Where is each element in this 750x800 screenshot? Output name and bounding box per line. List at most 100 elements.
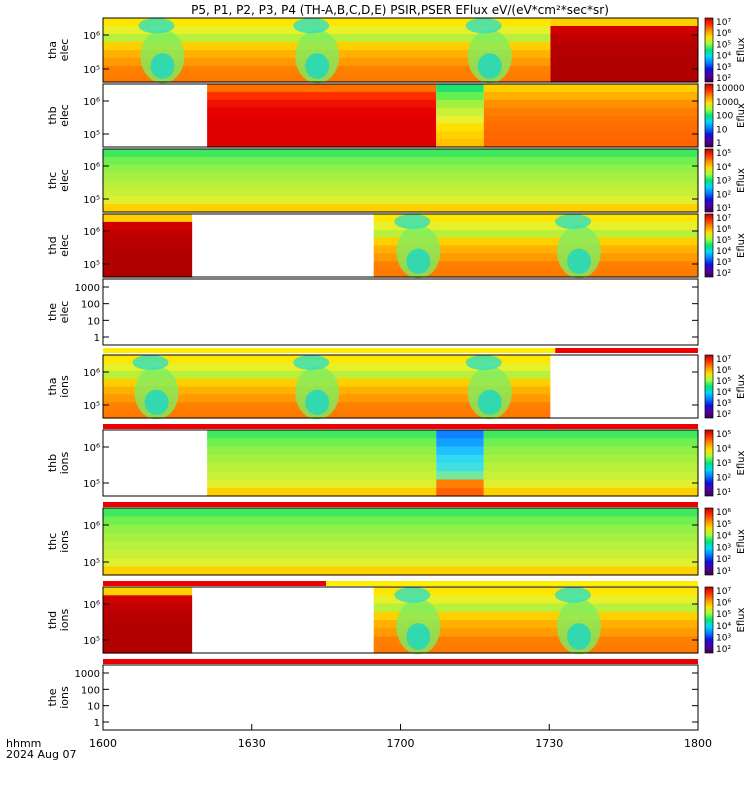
colorbar-tick-label: 10⁷: [716, 355, 731, 365]
colorbar-tick-label: 10²: [716, 555, 731, 565]
colorbar-tick-label: 10⁴: [716, 445, 731, 455]
segment-dip: [373, 587, 699, 655]
y-axis-label: thbions: [46, 451, 71, 474]
colorbar-tick-label: 10⁶: [716, 366, 731, 376]
y-axis-label: thdelec: [46, 234, 71, 257]
colorbar-tick-label: 10²: [716, 645, 731, 655]
segment-nodata: [550, 355, 698, 418]
panel-frame: [102, 664, 699, 731]
status-bar-segment: [103, 659, 698, 664]
y-tick-label: 10: [87, 702, 100, 713]
status-bar-segment: [103, 348, 556, 353]
y-tick-label: 10⁶: [83, 97, 100, 108]
y-axis-label: thcelec: [46, 169, 71, 192]
y-tick-label: 10: [87, 316, 100, 327]
colorbar-tick-label: 10⁷: [716, 214, 731, 224]
panel-frame: [102, 429, 699, 497]
colorbar-tick-label: 1000: [716, 98, 739, 108]
panel-frame: [102, 586, 699, 654]
x-tick-label: 1600: [89, 737, 117, 750]
colorbar-label: Eflux: [736, 374, 747, 399]
panel-frame: [102, 354, 699, 419]
segment-green: [207, 430, 437, 497]
segment-nodata: [192, 214, 374, 277]
colorbar-tick-label: 10²: [716, 269, 731, 279]
panel-thc-elec: 10⁵ 10⁶ thcelec 10¹ 10² 10³ 10⁴ 10⁵ Eflux: [46, 148, 747, 214]
figure-title: P5, P1, P2, P3, P4 (TH-A,B,C,D,E) PSIR,P…: [191, 3, 609, 17]
colorbar-tick-label: 10⁵: [716, 610, 731, 620]
y-tick-label: 100: [81, 300, 100, 311]
y-tick-label: 10⁶: [83, 162, 100, 173]
panel-the-elec: 1 10 100 1000 theelec: [46, 278, 699, 346]
colorbar-tick-label: 10⁴: [716, 388, 731, 398]
colorbar-label: Eflux: [736, 103, 747, 128]
segment-saturated: [103, 587, 193, 654]
status-bar: [103, 424, 698, 429]
colorbar-tick-label: 10²: [716, 190, 731, 200]
y-tick-label: 10⁵: [83, 479, 100, 490]
status-bar-segment: [103, 424, 698, 429]
segment-dip: [103, 355, 551, 420]
colorbar-thb-elec: 1 10 100 1000 10000 Eflux: [704, 83, 747, 149]
colorbar-tick-label: 10³: [716, 177, 731, 187]
segment-dip: [103, 18, 551, 84]
colorbar-label: Eflux: [736, 37, 747, 62]
y-tick-label: 10⁶: [83, 227, 100, 238]
colorbar-tick-label: 10²: [716, 410, 731, 420]
status-bar-segment: [555, 348, 698, 353]
colorbar-label: Eflux: [736, 450, 747, 475]
segment-saturated: [103, 214, 193, 278]
y-axis-label: thaions: [46, 375, 71, 398]
colorbar-tick-label: 10⁵: [716, 236, 731, 246]
panel-frame: [102, 278, 699, 346]
status-bar: [103, 659, 698, 664]
y-axis-label: theelec: [46, 301, 71, 324]
colorbar-tick-label: 10⁴: [716, 247, 731, 257]
segment-dip: [373, 214, 699, 279]
segment-nodata: [103, 84, 208, 147]
status-bar-segment: [103, 502, 698, 507]
segment-nodata: [103, 430, 208, 496]
colorbar-tick-label: 10⁵: [716, 430, 731, 440]
y-tick-label: 10⁶: [83, 31, 100, 42]
panel-thb-ions: 10⁵ 10⁶ thbions 10¹ 10² 10³ 10⁴ 10⁵ Eflux: [46, 429, 747, 498]
colorbar-tick-label: 1: [716, 139, 722, 149]
colorbar-tick-label: 10⁶: [716, 599, 731, 609]
y-tick-label: 1: [94, 718, 100, 729]
panel-frame: [102, 213, 699, 278]
colorbar-tick-label: 100: [716, 112, 733, 122]
y-axis-label: thdions: [46, 608, 71, 631]
colorbar-tick-label: 10³: [716, 543, 731, 553]
segment-green: [103, 149, 698, 213]
colorbar-tick-label: 10⁶: [716, 508, 731, 518]
panel-stack: 10⁵10⁶thaelec10²10³10⁴10⁵10⁶10⁷Eflux10⁵1…: [46, 17, 747, 731]
y-tick-label: 10⁶: [83, 521, 100, 532]
y-tick-label: 10⁶: [83, 443, 100, 454]
y-tick-label: 10⁵: [83, 260, 100, 271]
y-tick-label: 10⁶: [83, 600, 100, 611]
y-axis-label: thcions: [46, 530, 71, 553]
colorbar-label: Eflux: [736, 233, 747, 258]
colorbar-tick-label: 10³: [716, 258, 731, 268]
y-axis-label: thaelec: [46, 39, 71, 62]
y-tick-label: 10⁵: [83, 401, 100, 412]
colorbar-label: Eflux: [736, 168, 747, 193]
colorbar-tick-label: 10³: [716, 459, 731, 469]
y-tick-label: 10⁶: [83, 368, 100, 379]
segment-saturated: [550, 18, 699, 83]
colorbar-tick-label: 10¹: [716, 567, 731, 577]
x-tick-label: 1800: [684, 737, 712, 750]
colorbar-tick-label: 10¹: [716, 204, 731, 214]
colorbar-tick-label: 10⁵: [716, 149, 731, 159]
colorbar-tick-label: 10³: [716, 633, 731, 643]
segment-red: [207, 84, 437, 148]
colorbar-label: Eflux: [736, 607, 747, 632]
